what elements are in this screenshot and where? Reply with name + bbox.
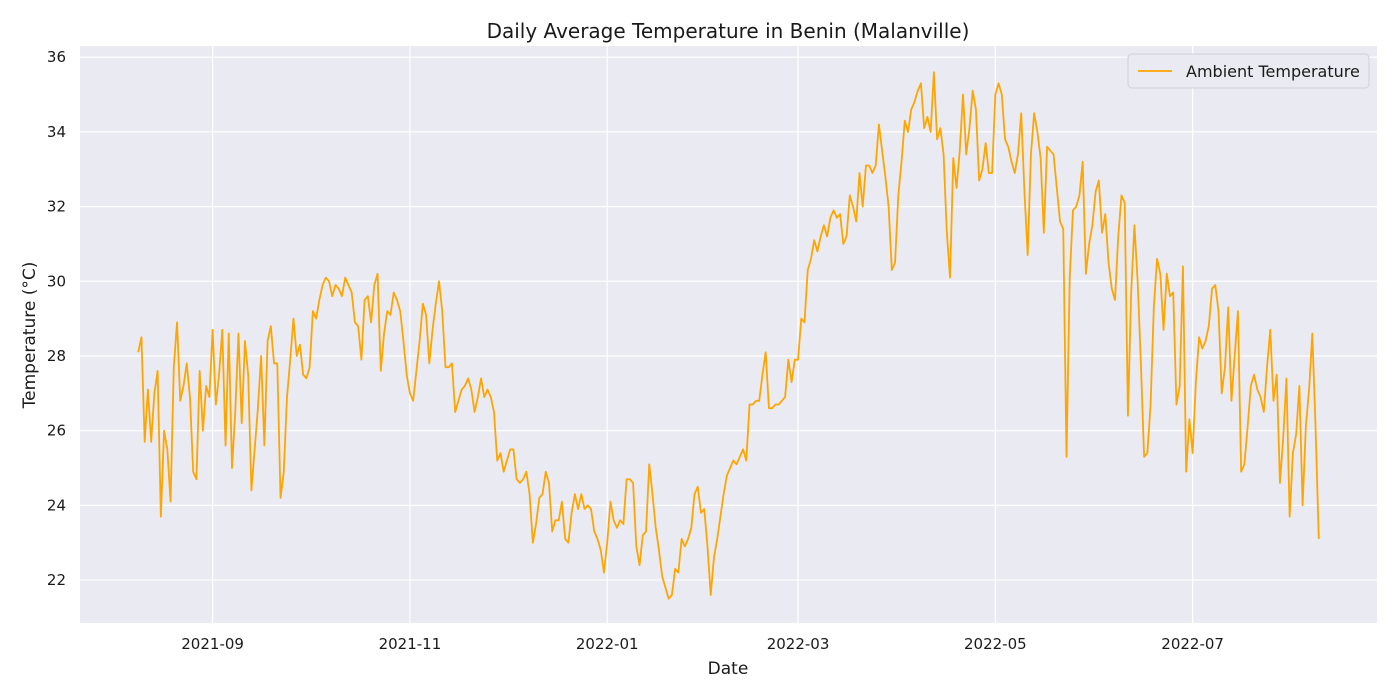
chart-title: Daily Average Temperature in Benin (Mala… bbox=[487, 19, 970, 43]
y-tick-label: 26 bbox=[47, 422, 66, 440]
y-tick-label: 32 bbox=[47, 198, 66, 216]
legend: Ambient Temperature bbox=[1127, 53, 1370, 89]
x-tick-label: 2021-09 bbox=[181, 635, 244, 653]
x-tick-label: 2022-07 bbox=[1161, 635, 1224, 653]
y-tick-label: 22 bbox=[47, 571, 66, 589]
y-tick-label: 34 bbox=[47, 123, 66, 141]
legend-box bbox=[1127, 53, 1370, 89]
y-tick-label: 28 bbox=[47, 347, 66, 365]
plot-area bbox=[80, 46, 1377, 623]
y-axis-label: Temperature (°C) bbox=[20, 262, 40, 410]
x-tick-label: 2022-05 bbox=[964, 635, 1027, 653]
series-line-ambient-temperature bbox=[137, 71, 1320, 600]
x-tick-labels: 2021-09 2021-11 2022-01 2022-03 2022-05 2022-… bbox=[181, 635, 1224, 653]
legend-label-ambient-temperature: Ambient Temperature bbox=[1186, 62, 1360, 81]
y-tick-label: 36 bbox=[47, 48, 66, 66]
y-tick-label: 30 bbox=[47, 272, 66, 290]
x-axis-label: Date bbox=[708, 659, 749, 679]
x-tick-label: 2022-01 bbox=[576, 635, 639, 653]
x-tick-label: 2021-11 bbox=[379, 635, 442, 653]
grid-lines bbox=[80, 46, 1377, 623]
y-tick-labels: 22 24 26 28 30 32 34 36 bbox=[47, 48, 66, 589]
y-tick-label: 24 bbox=[47, 496, 66, 514]
x-tick-label: 2022-03 bbox=[767, 635, 830, 653]
